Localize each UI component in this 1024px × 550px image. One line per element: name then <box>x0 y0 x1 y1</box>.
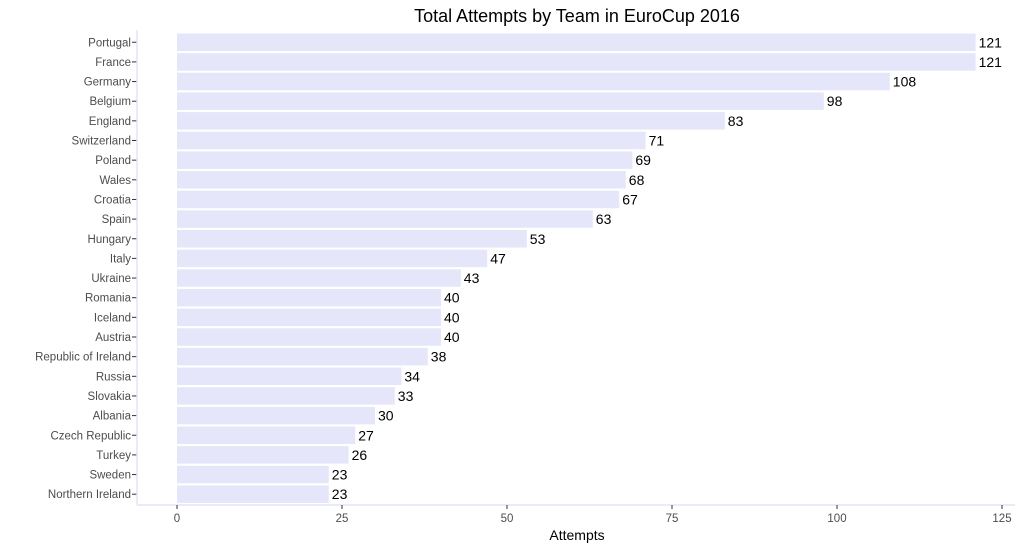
category-label: France <box>95 57 131 69</box>
category-label: Northern Ireland <box>48 489 131 501</box>
value-label: 23 <box>332 486 348 502</box>
category-label: Italy <box>110 253 131 265</box>
value-label: 67 <box>622 191 638 207</box>
value-label: 26 <box>352 447 368 463</box>
bar <box>177 230 527 248</box>
category-label: Hungary <box>88 234 132 246</box>
category-label: Switzerland <box>72 136 131 148</box>
bar <box>177 72 890 91</box>
value-label: 34 <box>404 368 420 384</box>
value-label: 47 <box>490 250 506 266</box>
bar <box>177 92 824 110</box>
value-label: 40 <box>444 329 460 345</box>
bar <box>177 131 646 150</box>
bars-group <box>177 33 976 503</box>
value-label: 108 <box>893 74 917 90</box>
value-label: 98 <box>827 93 843 109</box>
value-label: 83 <box>728 113 744 129</box>
value-label: 33 <box>398 388 414 404</box>
category-label: Turkey <box>96 450 131 462</box>
bar <box>177 53 976 71</box>
category-label: Ukraine <box>91 273 131 285</box>
category-label: Spain <box>102 214 131 226</box>
category-label: Iceland <box>94 312 131 324</box>
value-label: 43 <box>464 270 480 286</box>
x-tick-label: 25 <box>336 513 349 525</box>
x-tick-label: 0 <box>174 513 180 525</box>
value-label: 68 <box>629 172 645 188</box>
bar <box>177 288 441 307</box>
value-label: 23 <box>332 467 348 483</box>
category-label: Germany <box>84 77 132 89</box>
category-labels: Portugal France Germany Belgium England Switz… <box>35 37 137 501</box>
x-tick-label: 75 <box>666 513 679 525</box>
value-label: 27 <box>358 427 374 443</box>
value-labels: 1211211089883716968676353474340404038343… <box>332 34 1002 502</box>
bar <box>177 249 488 268</box>
category-label: Sweden <box>89 470 131 482</box>
x-axis-ticks: 0 25 50 75 100 125 <box>174 505 1012 525</box>
value-label: 69 <box>635 152 651 168</box>
category-label: Republic of Ireland <box>35 352 131 364</box>
category-label: England <box>89 116 131 128</box>
bar <box>177 446 349 464</box>
bar <box>177 367 402 386</box>
category-label: Austria <box>95 332 131 344</box>
category-label: Poland <box>95 155 131 167</box>
x-tick-label: 100 <box>827 513 846 525</box>
category-label: Czech Republic <box>50 430 131 442</box>
bar <box>177 190 620 209</box>
category-label: Portugal <box>88 37 131 49</box>
value-label: 53 <box>530 231 546 247</box>
bar <box>177 171 626 189</box>
bar <box>177 465 329 484</box>
x-tick-label: 50 <box>501 513 514 525</box>
category-label: Belgium <box>89 96 131 108</box>
bar <box>177 406 375 425</box>
category-label: Croatia <box>94 194 132 206</box>
value-label: 63 <box>596 211 612 227</box>
bar <box>177 328 441 346</box>
value-label: 40 <box>444 309 460 325</box>
bar <box>177 387 395 405</box>
bar <box>177 269 461 287</box>
x-axis-title: Attempts <box>549 527 604 543</box>
value-label: 38 <box>431 349 447 365</box>
value-label: 30 <box>378 408 394 424</box>
bar <box>177 210 593 228</box>
bar <box>177 151 633 169</box>
category-label: Wales <box>99 175 131 187</box>
category-label: Albania <box>93 411 132 423</box>
bar <box>177 112 725 130</box>
bar <box>177 347 428 366</box>
value-label: 40 <box>444 290 460 306</box>
category-label: Russia <box>96 371 132 383</box>
category-label: Romania <box>85 293 132 305</box>
value-label: 121 <box>979 34 1003 50</box>
bar <box>177 33 976 51</box>
chart-title: Total Attempts by Team in EuroCup 2016 <box>414 6 740 26</box>
bar <box>177 485 329 503</box>
value-label: 71 <box>649 133 665 149</box>
x-tick-label: 125 <box>992 513 1011 525</box>
bar <box>177 426 356 444</box>
bar <box>177 308 441 327</box>
value-label: 121 <box>979 54 1003 70</box>
category-label: Slovakia <box>88 391 132 403</box>
